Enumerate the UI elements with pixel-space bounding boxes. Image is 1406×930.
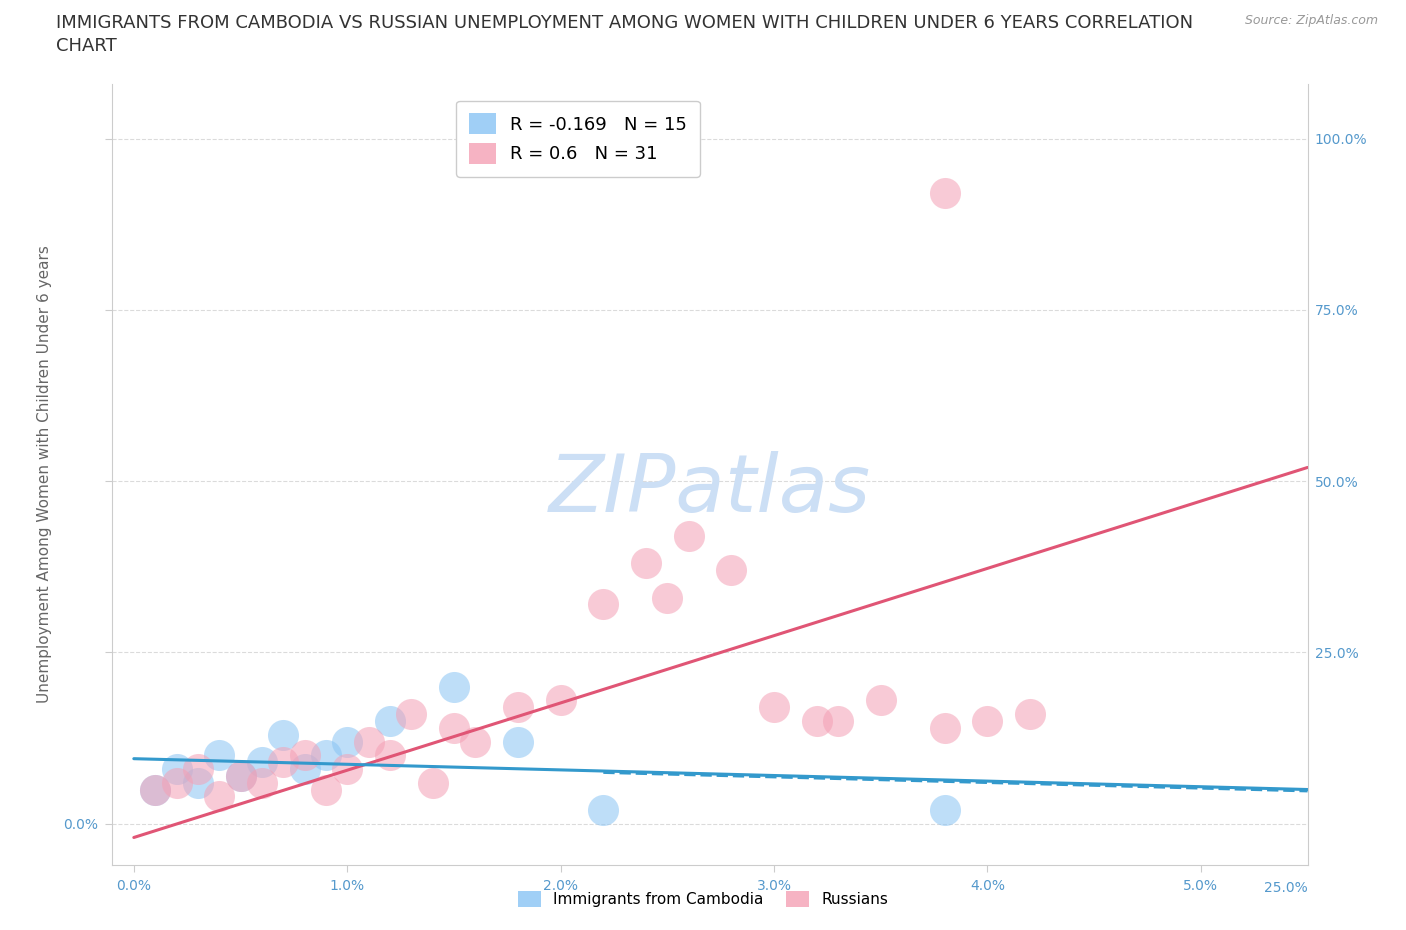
Point: [592, 597, 614, 612]
Point: [315, 782, 337, 797]
Text: 25.0%: 25.0%: [1264, 881, 1308, 895]
Point: [869, 693, 891, 708]
Point: [506, 700, 529, 715]
Point: [187, 776, 209, 790]
Point: [143, 782, 166, 797]
Point: [464, 734, 486, 749]
Legend: R = -0.169   N = 15, R = 0.6   N = 31: R = -0.169 N = 15, R = 0.6 N = 31: [456, 100, 700, 177]
Point: [187, 762, 209, 777]
Point: [229, 768, 252, 783]
Point: [271, 727, 294, 742]
Point: [976, 713, 998, 728]
Point: [166, 762, 188, 777]
Point: [934, 186, 956, 201]
Point: [336, 762, 359, 777]
Point: [208, 748, 231, 763]
Point: [1019, 707, 1042, 722]
Point: [336, 734, 359, 749]
Y-axis label: Unemployment Among Women with Children Under 6 years: Unemployment Among Women with Children U…: [38, 246, 52, 703]
Point: [315, 748, 337, 763]
Point: [271, 754, 294, 769]
Point: [657, 591, 679, 605]
Text: IMMIGRANTS FROM CAMBODIA VS RUSSIAN UNEMPLOYMENT AMONG WOMEN WITH CHILDREN UNDER: IMMIGRANTS FROM CAMBODIA VS RUSSIAN UNEM…: [56, 14, 1194, 32]
Point: [763, 700, 786, 715]
Point: [401, 707, 423, 722]
Point: [550, 693, 572, 708]
Point: [378, 713, 401, 728]
Point: [422, 776, 444, 790]
Point: [143, 782, 166, 797]
Text: ZIPatlas: ZIPatlas: [548, 451, 872, 529]
Point: [294, 762, 316, 777]
Point: [934, 721, 956, 736]
Point: [250, 754, 273, 769]
Point: [678, 528, 700, 543]
Point: [934, 803, 956, 817]
Text: CHART: CHART: [56, 37, 117, 55]
Point: [827, 713, 849, 728]
Point: [634, 556, 657, 571]
Point: [443, 721, 465, 736]
Point: [250, 776, 273, 790]
Point: [806, 713, 828, 728]
Text: Source: ZipAtlas.com: Source: ZipAtlas.com: [1244, 14, 1378, 27]
Point: [506, 734, 529, 749]
Point: [208, 789, 231, 804]
Point: [166, 776, 188, 790]
Point: [294, 748, 316, 763]
Legend: Immigrants from Cambodia, Russians: Immigrants from Cambodia, Russians: [512, 884, 894, 913]
Point: [357, 734, 380, 749]
Point: [592, 803, 614, 817]
Point: [378, 748, 401, 763]
Point: [229, 768, 252, 783]
Point: [443, 679, 465, 694]
Point: [720, 563, 742, 578]
